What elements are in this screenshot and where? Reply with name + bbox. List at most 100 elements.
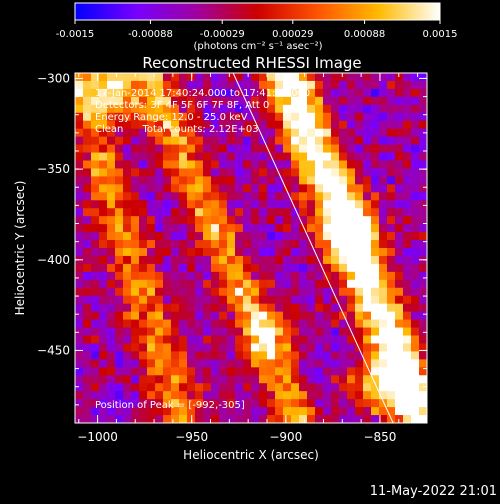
heatmap-cell (99, 176, 108, 185)
heatmap-cell (99, 279, 108, 289)
heatmap-cell (203, 96, 212, 106)
heatmap-cell (339, 335, 348, 345)
heatmap-cell (131, 319, 140, 329)
heatmap-cell (235, 255, 244, 265)
heatmap-cell (331, 279, 340, 289)
heatmap-cell (267, 399, 276, 408)
heatmap-cell (363, 248, 372, 257)
heatmap-cell (227, 216, 236, 225)
heatmap-cell (91, 176, 100, 185)
heatmap-cell (275, 287, 284, 297)
heatmap-cell (363, 232, 372, 241)
heatmap-cell (187, 88, 196, 98)
heatmap-cell (323, 375, 332, 384)
heatmap-cell (267, 383, 276, 392)
heatmap-cell (251, 367, 260, 376)
heatmap-cell (299, 80, 308, 90)
heatmap-cell (411, 311, 420, 321)
heatmap-cell (91, 327, 100, 337)
heatmap-cell (219, 192, 228, 201)
heatmap-cell (147, 168, 156, 177)
heatmap-cell (283, 80, 292, 90)
heatmap-cell (339, 359, 348, 368)
heatmap-cell (139, 303, 148, 313)
heatmap-cell (299, 359, 308, 368)
heatmap-cell (291, 263, 300, 273)
heatmap-cell (331, 73, 340, 82)
heatmap-cell (419, 144, 427, 154)
heatmap-cell (363, 327, 372, 337)
heatmap-cell (299, 73, 308, 82)
heatmap-cell (139, 255, 148, 265)
heatmap-cell (107, 208, 116, 217)
heatmap-cell (179, 136, 188, 146)
heatmap-cell (315, 375, 324, 384)
heatmap-cell (355, 367, 364, 376)
heatmap-cell (179, 287, 188, 297)
heatmap-cell (403, 128, 412, 138)
heatmap-cell (355, 232, 364, 241)
heatmap-cell (259, 176, 268, 185)
heatmap-cell (83, 144, 92, 154)
heatmap-cell (315, 399, 324, 408)
heatmap-cell (163, 104, 172, 114)
heatmap-cell (75, 184, 84, 193)
heatmap-cell (315, 248, 324, 257)
heatmap-cell (131, 112, 140, 122)
heatmap-cell (139, 88, 148, 98)
heatmap-cell (155, 279, 164, 289)
heatmap-cell (411, 208, 420, 217)
heatmap-cell (347, 184, 356, 193)
heatmap-cell (331, 240, 340, 249)
heatmap-cell (211, 73, 220, 82)
heatmap-cell (379, 271, 388, 281)
heatmap-cell (203, 351, 212, 360)
heatmap-cell (219, 367, 228, 376)
heatmap-cell (387, 383, 396, 392)
heatmap-cell (235, 343, 244, 352)
heatmap-cell (251, 96, 260, 106)
heatmap-cell (123, 335, 132, 345)
heatmap-cell (307, 343, 316, 352)
heatmap-cell (219, 120, 228, 130)
heatmap-cell (155, 375, 164, 384)
heatmap-cell (371, 96, 380, 106)
heatmap-cell (195, 399, 204, 408)
heatmap-cell (283, 311, 292, 321)
heatmap-cell (411, 152, 420, 162)
heatmap-cell (419, 367, 427, 376)
heatmap-cell (379, 248, 388, 257)
heatmap-cell (315, 311, 324, 321)
heatmap-cell (83, 232, 92, 241)
heatmap-cell (347, 152, 356, 162)
heatmap-cell (227, 112, 236, 122)
heatmap-cell (123, 391, 132, 400)
heatmap-cell (163, 128, 172, 138)
y-tick-label: −400 (37, 253, 70, 267)
heatmap-cell (267, 359, 276, 368)
heatmap-cell (331, 311, 340, 321)
heatmap-cell (243, 295, 252, 305)
heatmap-cell (315, 367, 324, 376)
heatmap-cell (211, 383, 220, 392)
heatmap-cell (75, 104, 84, 114)
heatmap-cell (139, 96, 148, 106)
heatmap-cell (371, 232, 380, 241)
heatmap-cell (227, 327, 236, 337)
heatmap-cell (291, 184, 300, 193)
heatmap-cell (115, 391, 124, 400)
heatmap-cell (259, 311, 268, 321)
heatmap-cell (379, 184, 388, 193)
heatmap-cell (283, 112, 292, 122)
heatmap-cell (123, 104, 132, 114)
heatmap-cell (403, 279, 412, 289)
heatmap-cell (267, 216, 276, 225)
heatmap-cell (315, 263, 324, 273)
heatmap-cell (395, 208, 404, 217)
heatmap-cell (219, 335, 228, 345)
heatmap-cell (219, 96, 228, 106)
heatmap-cell (275, 104, 284, 114)
heatmap-cell (347, 399, 356, 408)
heatmap-cell (163, 263, 172, 273)
heatmap-cell (347, 343, 356, 352)
